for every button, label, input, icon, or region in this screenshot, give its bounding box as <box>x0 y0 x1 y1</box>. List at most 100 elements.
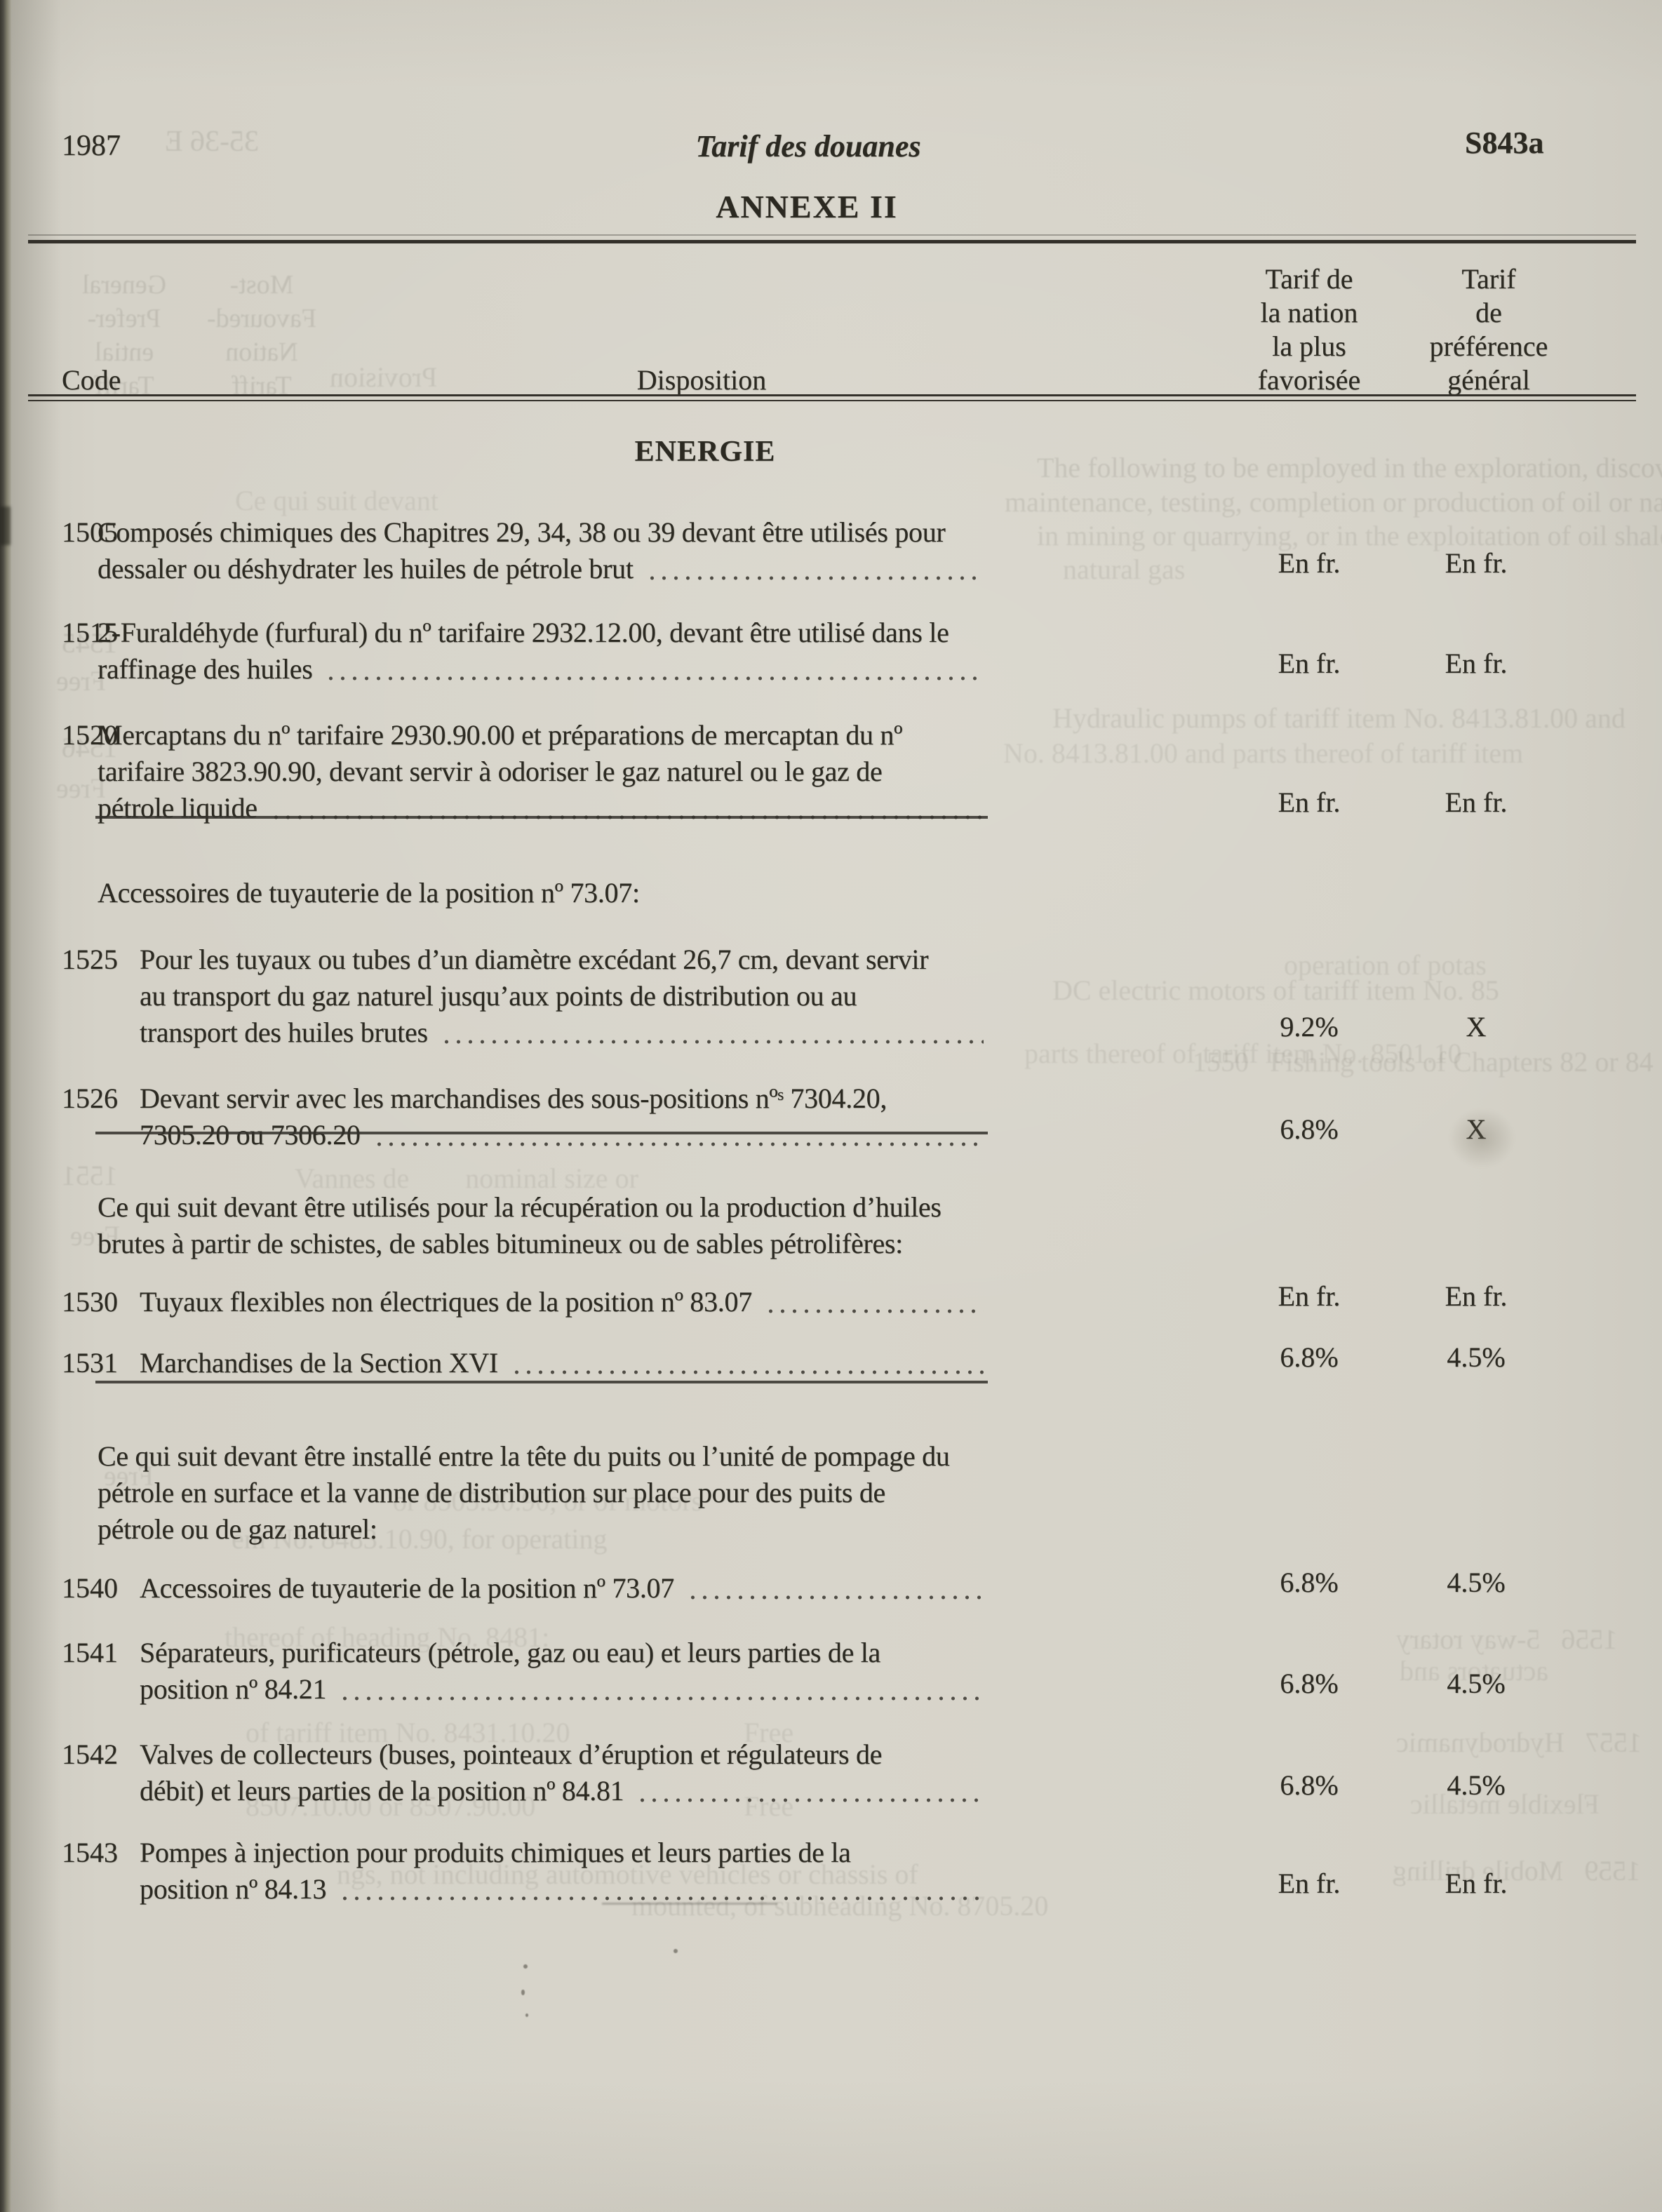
pref-tariff-value: En fr. <box>1445 786 1508 818</box>
dotted-leader <box>339 1671 984 1708</box>
row-code: 1505 <box>62 516 118 548</box>
bleedthrough-text: 35-36 E <box>165 126 260 158</box>
row-description-line: Séparateurs, purificateurs (pétrole, gaz… <box>140 1637 880 1668</box>
bleedthrough-text: maintenance, testing, completion or prod… <box>1005 486 1662 518</box>
row-code: 1515 <box>62 617 118 648</box>
bleedthrough-text: 1557 Hydrodynamic <box>1396 1727 1642 1758</box>
row-code: 1526 <box>62 1082 118 1114</box>
spine-dark-mark <box>0 507 11 545</box>
row-description-line: tarifaire 3823.90.90, devant servir à od… <box>98 756 883 787</box>
document-title: Tarif des douanes <box>695 129 921 163</box>
bleedthrough-text: Tariff <box>232 371 292 401</box>
column-header-mfn-line: Tarif de <box>1265 263 1353 295</box>
row-description-text: Accessoires de tuyauterie de la position… <box>140 1572 674 1604</box>
pref-tariff-value: En fr. <box>1445 1280 1508 1312</box>
bleedthrough-text: Ce qui suit devant <box>235 485 438 516</box>
row-description-line: raffinage des huiles <box>98 651 988 688</box>
row-description-text: Marchandises de la Section XVI <box>140 1347 498 1379</box>
table-rule-top-echo <box>28 234 1636 236</box>
group-heading-line: Accessoires de tuyauterie de la position… <box>98 877 640 909</box>
dotted-leader <box>339 1871 984 1908</box>
mfn-tariff-value: 6.8% <box>1280 1668 1339 1699</box>
paper-stain <box>1449 1108 1515 1168</box>
row-description-text: transport des huiles brutes <box>140 1017 428 1048</box>
row-description-line: Devant servir avec les marchandises des … <box>140 1082 887 1114</box>
row-description-text: Tuyaux flexibles non électriques de la p… <box>140 1286 752 1318</box>
pref-tariff-value: X <box>1466 1011 1487 1043</box>
mfn-tariff-value: 6.8% <box>1280 1769 1339 1801</box>
bleedthrough-text: Vannes de nominal size or <box>295 1162 638 1194</box>
column-header-mfn-line: favorisée <box>1257 364 1361 396</box>
dotted-leader <box>686 1570 984 1607</box>
dotted-leader <box>510 1345 984 1381</box>
bleedthrough-text: thereof of heading No. 8481: <box>224 1621 550 1653</box>
table-header-rule <box>28 400 1636 401</box>
dotted-leader <box>325 651 984 688</box>
mfn-tariff-value: En fr. <box>1278 1280 1341 1312</box>
gutter-shadow <box>11 0 60 2212</box>
column-header-pref-line: préférence <box>1429 330 1548 362</box>
bleedthrough-text: No. 8413.81.00 and parts thereof of tari… <box>1003 737 1524 769</box>
row-description-text: dessaler ou déshydrater les huiles de pé… <box>98 553 634 584</box>
row-description-line: Tuyaux flexibles non électriques de la p… <box>140 1284 988 1320</box>
bleedthrough-text: natural gas <box>1063 554 1186 585</box>
row-code: 1541 <box>62 1637 118 1668</box>
row-description-line: transport des huiles brutes <box>140 1014 988 1051</box>
row-code: 1543 <box>62 1837 118 1868</box>
row-description-text: 7305.20 ou 7306.20 <box>140 1119 361 1151</box>
pref-tariff-value: En fr. <box>1445 547 1508 579</box>
bleedthrough-text: Hydraulic pumps of tariff item No. 8413.… <box>1052 702 1626 734</box>
row-description-line: Accessoires de tuyauterie de la position… <box>140 1570 988 1607</box>
group-separator-rule <box>95 816 988 819</box>
bleedthrough-text: Provision <box>330 361 438 393</box>
row-code: 1531 <box>62 1347 118 1379</box>
section-heading: ENERGIE <box>634 436 776 468</box>
row-description-line: 7305.20 ou 7306.20 <box>140 1117 988 1153</box>
dotted-leader <box>373 1117 984 1153</box>
column-header-mfn-line: la nation <box>1260 297 1358 328</box>
row-description-line: débit) et leurs parties de la position n… <box>140 1773 988 1809</box>
row-description-text: position nº 84.21 <box>140 1673 327 1705</box>
dotted-leader <box>440 1014 984 1051</box>
bleedthrough-text: 1551 <box>62 1160 118 1191</box>
bleedthrough-text: 1556 5-way rotary <box>1396 1623 1618 1655</box>
bleedthrough-text: parts thereof of tariff item No. 8501.10 <box>1024 1038 1462 1069</box>
dotted-leader <box>645 551 984 587</box>
ink-speck <box>525 2013 528 2017</box>
row-description-line: Mercaptans du nº tarifaire 2930.90.00 et… <box>98 719 903 751</box>
column-header-disposition: Disposition <box>636 364 767 396</box>
row-description-line: dessaler ou déshydrater les huiles de pé… <box>98 551 988 587</box>
row-description-line: Valves de collecteurs (buses, pointeaux … <box>140 1738 883 1770</box>
ink-speck <box>523 1964 528 1969</box>
bleedthrough-text: 1550 Fishing tools of Chapters 82 or 84 <box>1193 1046 1654 1078</box>
mfn-tariff-value: 9.2% <box>1280 1011 1339 1043</box>
page-year: 1987 <box>62 130 121 162</box>
bleedthrough-text: operation of potas <box>1284 949 1487 981</box>
row-description-line: pétrole liquide <box>98 790 988 826</box>
mfn-tariff-value: En fr. <box>1278 786 1341 818</box>
pref-tariff-value: En fr. <box>1445 1868 1508 1899</box>
bleedthrough-text: of tariff item No. 8431.10.20 <box>246 1717 570 1748</box>
pref-tariff-value: 4.5% <box>1447 1567 1506 1598</box>
row-description-text: position nº 84.13 <box>140 1873 327 1905</box>
ink-speck <box>521 1990 525 1995</box>
page-reference: S843a <box>1465 126 1544 160</box>
row-description-line: Marchandises de la Section XVI <box>140 1345 988 1381</box>
row-description-text: débit) et leurs parties de la position n… <box>140 1775 624 1807</box>
bleedthrough-text: em No. 8483.10.90, for operating <box>232 1523 608 1555</box>
bleedthrough-text: or 8505.90.90, or of motors <box>393 1485 703 1517</box>
group-heading-line: pétrole ou de gaz naturel: <box>98 1513 377 1545</box>
bleedthrough-text: Free <box>744 1717 794 1748</box>
row-description-text: pétrole liquide <box>98 792 257 824</box>
group-heading-line: Ce qui suit devant être installé entre l… <box>98 1440 950 1472</box>
annex-heading: ANNEXE II <box>716 189 898 224</box>
group-heading-line: pétrole en surface et la vanne de distri… <box>98 1477 885 1508</box>
column-header-code: Code <box>62 364 121 396</box>
bleedthrough-text: Nation <box>225 337 298 367</box>
row-description-line: Pompes à injection pour produits chimiqu… <box>140 1837 851 1868</box>
row-description-line: au transport du gaz naturel jusqu’aux po… <box>140 980 857 1012</box>
group-separator-rule <box>95 1132 988 1134</box>
group-heading-line: Ce qui suit devant être utilisés pour la… <box>98 1191 941 1223</box>
row-code: 1540 <box>62 1572 118 1604</box>
